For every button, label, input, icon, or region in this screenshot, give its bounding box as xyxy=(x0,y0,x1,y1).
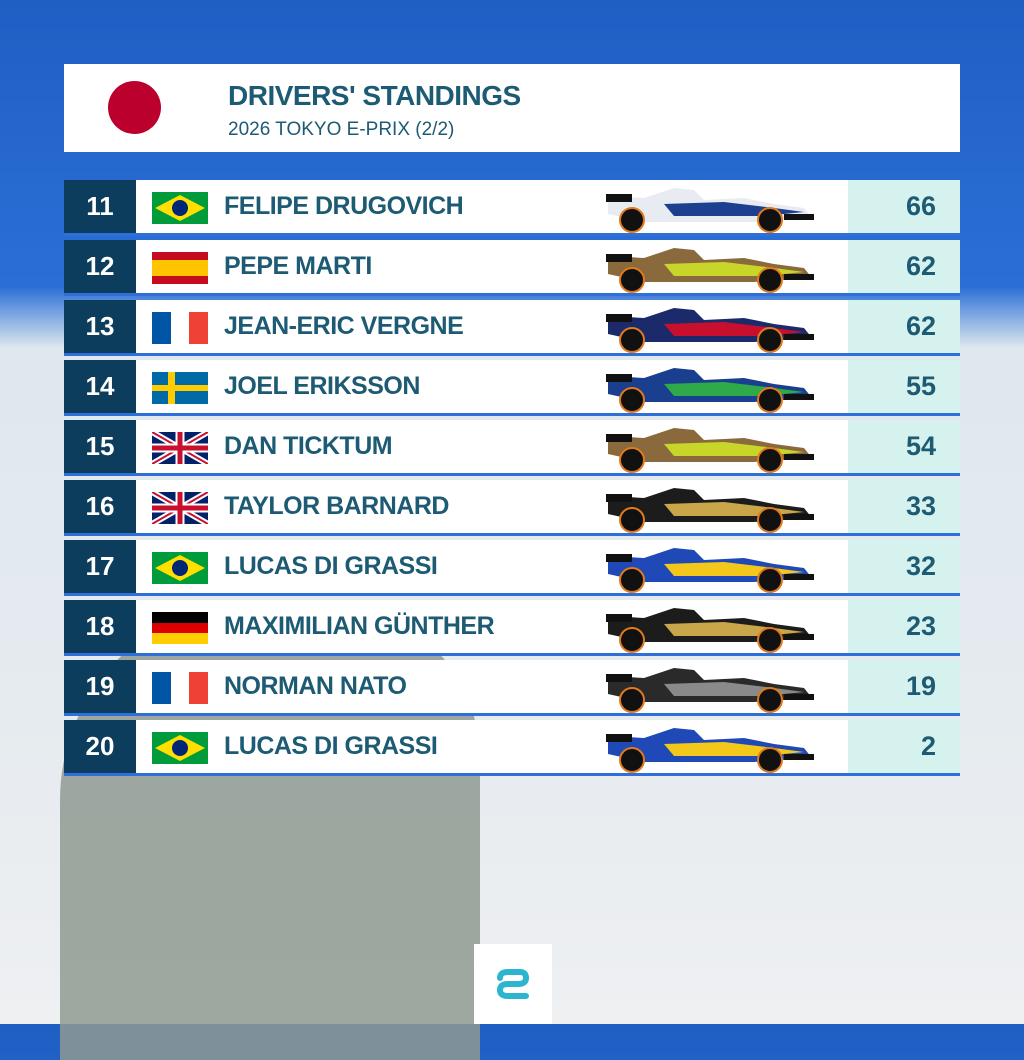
points: 19 xyxy=(848,660,960,713)
car xyxy=(606,308,814,353)
country-flag xyxy=(152,552,208,589)
flag-icon xyxy=(152,672,208,704)
position: 12 xyxy=(64,240,136,293)
driver-name: MAXIMILIAN GÜNTHER xyxy=(224,612,495,640)
points: 32 xyxy=(848,540,960,593)
car xyxy=(606,668,814,713)
standings-row: 15 DAN TICKTUM 54 xyxy=(64,420,960,476)
country-flag xyxy=(152,252,208,289)
points: 54 xyxy=(848,420,960,473)
standings-row: 19 NORMAN NATO 19 xyxy=(64,660,960,716)
logo-mark xyxy=(496,969,530,999)
position: 19 xyxy=(64,660,136,713)
flag-icon xyxy=(150,429,210,467)
driver-name: LUCAS DI GRASSI xyxy=(224,552,438,580)
country-flag xyxy=(152,672,208,709)
driver-name: JEAN-ERIC VERGNE xyxy=(224,312,464,340)
position: 20 xyxy=(64,720,136,773)
standings-row: 17 LUCAS DI GRASSI 32 xyxy=(64,540,960,596)
points: 62 xyxy=(848,240,960,293)
points: 2 xyxy=(848,720,960,773)
points: 66 xyxy=(848,180,960,233)
position: 13 xyxy=(64,300,136,353)
title: DRIVERS' STANDINGS xyxy=(228,80,521,111)
driver-name: PEPE MARTI xyxy=(224,252,372,280)
car xyxy=(606,728,814,773)
car xyxy=(606,488,814,533)
standings-row: 13 JEAN-ERIC VERGNE 62 xyxy=(64,300,960,356)
country-flag xyxy=(152,372,208,409)
standings-row: 11 FELIPE DRUGOVICH 66 xyxy=(64,180,960,236)
flag-icon xyxy=(150,489,210,527)
country-flag xyxy=(152,192,208,229)
subtitle: 2026 TOKYO E-PRIX (2/2) xyxy=(228,119,455,140)
car xyxy=(606,428,814,473)
driver-name: TAYLOR BARNARD xyxy=(224,492,449,520)
flag-icon xyxy=(152,732,208,764)
flag-icon xyxy=(152,192,208,224)
points: 23 xyxy=(848,600,960,653)
driver-name: NORMAN NATO xyxy=(224,672,407,700)
country-flag xyxy=(152,312,208,349)
standings-row: 18 MAXIMILIAN GÜNTHER 23 xyxy=(64,600,960,656)
driver-name: JOEL ERIKSSON xyxy=(224,372,420,400)
header xyxy=(64,64,960,152)
flag-icon xyxy=(152,312,208,344)
position: 11 xyxy=(64,180,136,233)
japan-flag xyxy=(108,81,161,134)
car xyxy=(606,248,814,293)
country-flag xyxy=(152,732,208,769)
standings-row: 12 PEPE MARTI 62 xyxy=(64,240,960,296)
flag-icon xyxy=(152,612,208,644)
flag-icon xyxy=(152,552,208,584)
car xyxy=(606,368,814,413)
country-flag xyxy=(150,429,210,469)
position: 18 xyxy=(64,600,136,653)
points: 55 xyxy=(848,360,960,413)
position: 14 xyxy=(64,360,136,413)
flag-icon xyxy=(152,372,208,404)
position: 15 xyxy=(64,420,136,473)
logo xyxy=(474,944,552,1024)
car xyxy=(606,548,814,593)
car xyxy=(606,608,814,653)
car xyxy=(606,188,814,233)
points: 33 xyxy=(848,480,960,533)
position: 17 xyxy=(64,540,136,593)
driver-name: DAN TICKTUM xyxy=(224,432,393,460)
country-flag xyxy=(150,489,210,529)
standings-row: 14 JOEL ERIKSSON 55 xyxy=(64,360,960,416)
position: 16 xyxy=(64,480,136,533)
standings-row: 16 TAYLOR BARNARD 33 xyxy=(64,480,960,536)
flag-icon xyxy=(152,252,208,284)
standings-row: 20 LUCAS DI GRASSI 2 xyxy=(64,720,960,776)
driver-name: FELIPE DRUGOVICH xyxy=(224,192,464,220)
country-flag xyxy=(152,612,208,649)
driver-name: LUCAS DI GRASSI xyxy=(224,732,438,760)
points: 62 xyxy=(848,300,960,353)
